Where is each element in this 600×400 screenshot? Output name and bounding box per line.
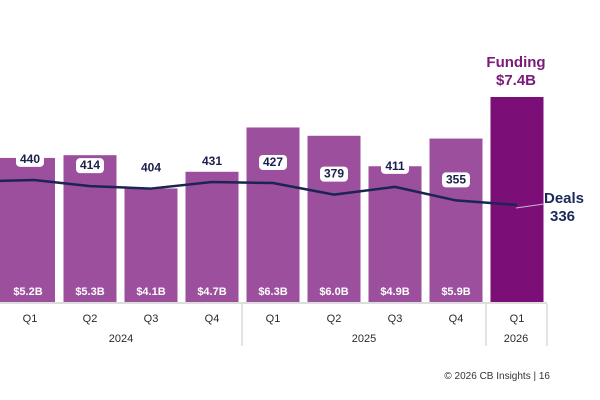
deal-label-background	[259, 155, 287, 170]
deal-count-label: 379	[324, 167, 344, 181]
funding-bar	[490, 97, 544, 302]
funding-bar-label: $5.9B	[441, 286, 470, 298]
funding-bar	[246, 127, 300, 302]
quarter-tick-label: Q1	[510, 313, 525, 325]
deal-label-background	[198, 154, 226, 170]
deals-value-labels: 440 414 404 431 427 379 411 355	[16, 151, 470, 188]
quarter-tick-label: Q1	[23, 313, 38, 325]
year-label: 2024	[109, 333, 133, 345]
deal-label-background	[137, 160, 165, 176]
quarter-tick-label: Q2	[83, 313, 98, 325]
funding-callout-title: Funding	[486, 54, 545, 71]
deal-label-background	[16, 151, 44, 167]
year-label: 2026	[504, 333, 528, 345]
quarter-tick-label: Q4	[205, 313, 220, 325]
deal-count-label: 431	[202, 154, 222, 168]
deals-callout-title: Deals	[544, 190, 584, 207]
quarter-tick-label: Q3	[388, 313, 403, 325]
quarter-tick-label: Q4	[449, 313, 464, 325]
quarter-tick-label: Q3	[144, 313, 159, 325]
funding-bar-label: $6.3B	[258, 286, 287, 298]
funding-bar-label: $5.3B	[75, 286, 104, 298]
deal-count-label: 411	[385, 159, 405, 173]
funding-bar-label: $5.2B	[13, 286, 42, 298]
funding-bars	[0, 97, 544, 302]
funding-bar	[63, 155, 117, 302]
deals-callout-value: 336	[550, 208, 575, 225]
funding-bar	[429, 138, 483, 302]
funding-bar	[185, 171, 239, 302]
year-label: 2025	[352, 333, 376, 345]
quarter-tick-label: Q2	[327, 313, 342, 325]
funding-bar	[124, 188, 178, 302]
deal-count-label: 440	[20, 152, 40, 166]
funding-bar-label: $4.1B	[136, 286, 165, 298]
deals-callout-leader	[515, 203, 545, 209]
deal-label-background	[381, 158, 409, 174]
deal-label-background	[320, 166, 348, 182]
quarter-tick-label: Q1	[266, 313, 281, 325]
footer-credit: © 2026 CB Insights | 16	[444, 371, 550, 382]
deals-line	[0, 178, 518, 207]
deal-count-label: 404	[141, 161, 161, 175]
deal-count-label: 427	[263, 155, 283, 169]
deal-count-label: 355	[446, 172, 466, 186]
funding-bar	[307, 135, 361, 302]
funding-bar-label: $4.7B	[197, 286, 226, 298]
funding-bar-label: $4.9B	[380, 286, 409, 298]
funding-value-labels: $5.2B $5.3B $4.1B $4.7B $6.3B $6.0B $4.9B $5.9B	[13, 286, 470, 298]
deal-label-background	[442, 172, 470, 188]
deal-count-label: 414	[80, 158, 100, 172]
funding-bar-label: $6.0B	[319, 286, 348, 298]
funding-callout-value: $7.4B	[496, 72, 536, 89]
deal-label-background	[76, 158, 104, 174]
x-axis: Q1 Q2 Q3 Q4 Q1 Q2 Q3 Q4 Q1 2024 2025 2026	[0, 302, 548, 346]
